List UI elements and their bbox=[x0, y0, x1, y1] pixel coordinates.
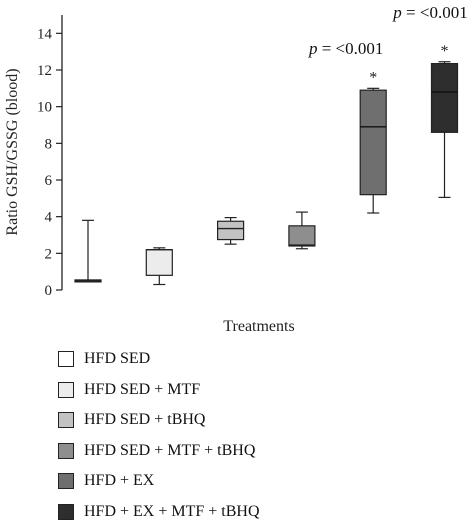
y-tick-label: 2 bbox=[45, 246, 53, 262]
y-tick-label: 8 bbox=[45, 136, 53, 152]
legend-label: HFD SED + MTF + tBHQ bbox=[84, 441, 256, 459]
y-tick-label: 14 bbox=[37, 26, 53, 42]
p-value-text: = <0.001 bbox=[317, 39, 383, 58]
legend-swatch bbox=[58, 473, 74, 490]
legend-label: HFD + EX bbox=[84, 472, 155, 490]
legend-item: HFD SED bbox=[58, 348, 260, 370]
legend-label: HFD SED bbox=[84, 350, 151, 367]
y-axis: 0 2 4 6 8 10 12 14 bbox=[37, 15, 63, 299]
legend-item: HFD + EX bbox=[58, 470, 260, 492]
legend-swatch bbox=[58, 381, 74, 398]
x-axis-title: Treatments bbox=[223, 318, 294, 335]
y-tick-label: 12 bbox=[37, 63, 52, 79]
legend-swatch bbox=[58, 351, 74, 367]
p-value-symbol: p bbox=[308, 39, 318, 58]
box-iqr bbox=[288, 225, 316, 247]
boxes bbox=[74, 61, 459, 286]
box-6 bbox=[430, 61, 459, 199]
p-value-symbol: p bbox=[392, 3, 402, 22]
legend: HFD SED HFD SED + MTF HFD SED + tBHQ HFD SE… bbox=[58, 348, 260, 532]
p-value-label: p = <0.001 bbox=[308, 39, 383, 58]
legend-label: HFD SED + MTF bbox=[84, 380, 201, 398]
box-iqr bbox=[359, 89, 387, 196]
legend-label: HFD + EX + MTF + tBHQ bbox=[84, 502, 260, 520]
p-value-text: = <0.001 bbox=[402, 3, 468, 22]
p-value-label: p = <0.001 bbox=[392, 3, 467, 22]
box-iqr bbox=[217, 220, 245, 241]
legend-item: HFD SED + tBHQ bbox=[58, 409, 260, 431]
legend-swatch bbox=[58, 412, 74, 429]
legend-label: HFD SED + tBHQ bbox=[84, 411, 206, 429]
box-iqr bbox=[145, 249, 173, 276]
legend-swatch bbox=[58, 503, 74, 520]
significance-star: * bbox=[369, 69, 377, 86]
box-5 bbox=[359, 87, 387, 214]
y-tick-label: 0 bbox=[45, 283, 53, 299]
legend-item: HFD SED + MTF bbox=[58, 379, 260, 401]
box-1 bbox=[74, 219, 102, 283]
annotations: * p = <0.001 * p = <0.001 bbox=[308, 3, 468, 86]
box-plot: 0 2 4 6 8 10 12 14 * p = <0.001 * p = <0.001 Ratio… bbox=[4, 3, 468, 335]
box-4 bbox=[288, 211, 316, 250]
box-iqr bbox=[430, 62, 459, 133]
y-tick-label: 10 bbox=[37, 100, 52, 116]
legend-item: HFD + EX + MTF + tBHQ bbox=[58, 501, 260, 523]
legend-swatch bbox=[58, 442, 74, 459]
significance-star: * bbox=[441, 43, 449, 60]
y-tick-label: 6 bbox=[45, 173, 53, 189]
box-3 bbox=[217, 216, 245, 245]
y-axis-title: Ratio GSH/GSSG (blood) bbox=[4, 68, 21, 235]
legend-item: HFD SED + MTF + tBHQ bbox=[58, 440, 260, 462]
y-tick-label: 4 bbox=[45, 210, 53, 226]
box-2 bbox=[145, 247, 173, 286]
